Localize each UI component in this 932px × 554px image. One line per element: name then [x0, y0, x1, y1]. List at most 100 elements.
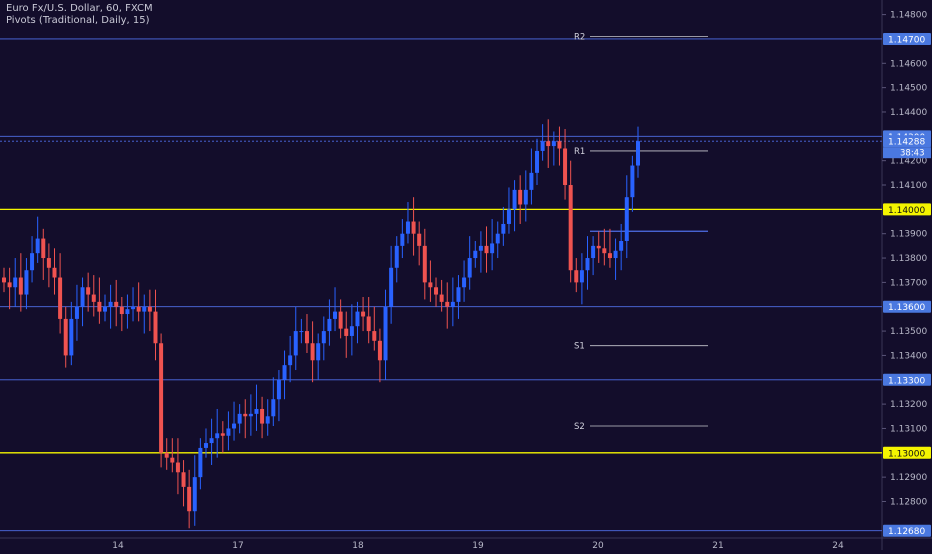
candle-body[interactable]	[372, 331, 377, 341]
candle-body[interactable]	[529, 172, 534, 190]
candle-body[interactable]	[563, 148, 568, 186]
candle-body[interactable]	[142, 306, 147, 312]
candle-body[interactable]	[636, 141, 640, 166]
candle-body[interactable]	[91, 294, 96, 302]
candle-body[interactable]	[411, 221, 416, 234]
candle-body[interactable]	[422, 245, 427, 283]
candle-body[interactable]	[579, 270, 584, 283]
candle-body[interactable]	[551, 141, 556, 147]
candle-body[interactable]	[467, 258, 472, 278]
candle-body[interactable]	[131, 306, 136, 310]
candle-body[interactable]	[383, 306, 388, 361]
candle-body[interactable]	[501, 223, 506, 234]
candle-body[interactable]	[478, 245, 483, 251]
candle-body[interactable]	[102, 306, 107, 312]
candle-body[interactable]	[299, 331, 304, 333]
candle-body[interactable]	[203, 443, 208, 448]
candle-body[interactable]	[248, 413, 253, 417]
candle-body[interactable]	[114, 301, 119, 307]
candle-body[interactable]	[523, 189, 528, 205]
candle-body[interactable]	[175, 462, 180, 473]
candle-body[interactable]	[557, 141, 562, 149]
candle-body[interactable]	[30, 253, 35, 271]
candle-body[interactable]	[69, 318, 74, 356]
candle-body[interactable]	[624, 197, 629, 242]
candle-body[interactable]	[215, 433, 220, 439]
candle-body[interactable]	[574, 270, 579, 283]
candle-body[interactable]	[108, 301, 113, 307]
candle-body[interactable]	[192, 477, 197, 512]
candle-body[interactable]	[97, 301, 102, 312]
candle-body[interactable]	[243, 413, 248, 417]
candle-body[interactable]	[198, 447, 203, 478]
candle-body[interactable]	[484, 245, 489, 254]
candle-body[interactable]	[585, 258, 590, 271]
candle-body[interactable]	[46, 258, 51, 268]
candle-body[interactable]	[568, 185, 573, 271]
candle-body[interactable]	[232, 423, 237, 429]
candle-body[interactable]	[321, 331, 326, 344]
candle-body[interactable]	[361, 311, 366, 317]
candle-body[interactable]	[366, 316, 371, 332]
candle-body[interactable]	[52, 267, 57, 278]
candle-body[interactable]	[490, 243, 495, 254]
candle-body[interactable]	[209, 438, 214, 444]
candle-body[interactable]	[147, 306, 152, 312]
candle-body[interactable]	[80, 287, 85, 307]
candle-body[interactable]	[13, 277, 18, 288]
candle-body[interactable]	[41, 238, 46, 259]
candle-body[interactable]	[506, 209, 511, 224]
candle-body[interactable]	[187, 486, 192, 512]
candle-body[interactable]	[2, 277, 6, 283]
candle-body[interactable]	[276, 379, 281, 400]
candle-body[interactable]	[495, 233, 500, 244]
candle-body[interactable]	[591, 245, 596, 259]
candle-body[interactable]	[619, 241, 624, 251]
candle-body[interactable]	[310, 343, 315, 361]
candle-body[interactable]	[389, 267, 394, 307]
candle-body[interactable]	[512, 189, 517, 210]
candle-body[interactable]	[518, 189, 523, 205]
candle-body[interactable]	[125, 309, 130, 315]
candle-body[interactable]	[58, 277, 63, 319]
candle-body[interactable]	[24, 270, 29, 295]
candle-body[interactable]	[535, 150, 540, 173]
candle-body[interactable]	[462, 277, 467, 288]
candle-body[interactable]	[164, 452, 169, 458]
candle-body[interactable]	[417, 233, 422, 246]
candle-body[interactable]	[445, 301, 450, 307]
candle-body[interactable]	[602, 248, 607, 254]
candle-body[interactable]	[428, 282, 433, 288]
candle-body[interactable]	[271, 399, 276, 417]
candle-body[interactable]	[35, 238, 40, 254]
candle-body[interactable]	[260, 408, 265, 424]
candle-body[interactable]	[613, 250, 618, 259]
candle-body[interactable]	[7, 282, 12, 288]
candle-body[interactable]	[540, 141, 545, 151]
candle-body[interactable]	[181, 472, 186, 487]
candle-body[interactable]	[153, 311, 158, 344]
candle-body[interactable]	[159, 343, 164, 453]
candle-body[interactable]	[473, 250, 478, 259]
candle-body[interactable]	[450, 301, 455, 307]
candle-body[interactable]	[74, 306, 79, 319]
candle-body[interactable]	[439, 294, 444, 302]
candle-body[interactable]	[288, 355, 293, 366]
candle-body[interactable]	[119, 306, 124, 315]
candle-body[interactable]	[265, 416, 270, 424]
candle-body[interactable]	[327, 318, 332, 332]
candle-body[interactable]	[349, 326, 354, 336]
candle-body[interactable]	[237, 413, 242, 424]
candle-body[interactable]	[293, 331, 298, 356]
candle-body[interactable]	[226, 428, 231, 436]
candle-body[interactable]	[316, 343, 321, 361]
candle-body[interactable]	[63, 318, 68, 356]
candle-body[interactable]	[170, 457, 175, 463]
candle-body[interactable]	[355, 311, 360, 327]
candle-body[interactable]	[344, 328, 349, 336]
candle-body[interactable]	[596, 245, 601, 249]
candle-body[interactable]	[377, 340, 382, 361]
candle-body[interactable]	[394, 245, 399, 268]
candle-body[interactable]	[304, 331, 309, 344]
